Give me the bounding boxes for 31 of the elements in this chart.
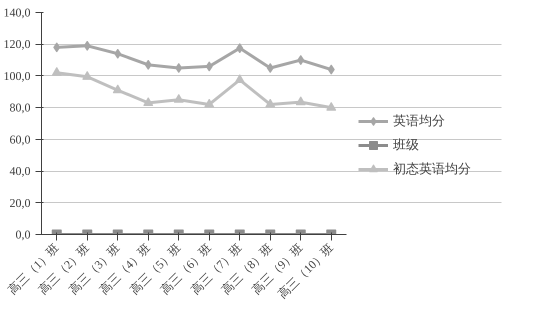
legend-label: 班级 (393, 136, 419, 154)
point (53, 42, 60, 52)
point (143, 97, 154, 106)
point (204, 98, 214, 108)
point (297, 55, 304, 66)
point (144, 60, 152, 70)
point (296, 96, 306, 106)
point (52, 67, 62, 76)
point (328, 64, 335, 75)
legend-label: 英语均分 (393, 112, 445, 130)
point (82, 71, 92, 80)
y-tick-label: 60,0 (10, 132, 30, 146)
point (112, 84, 123, 94)
y-tick-label: 20,0 (10, 196, 30, 210)
point (266, 63, 274, 73)
point (174, 94, 184, 103)
point (84, 40, 91, 51)
point (175, 63, 182, 73)
point (114, 48, 122, 59)
y-tick-label: 120,0 (4, 37, 30, 52)
y-tick-label: 40,0 (10, 164, 30, 178)
legend-label: 初态英语均分 (393, 160, 471, 178)
y-tick-label: 140,0 (4, 6, 30, 20)
point (206, 61, 213, 72)
point (326, 102, 336, 111)
y-tick-label: 0,0 (16, 228, 30, 242)
y-tick-label: 80,0 (10, 100, 30, 115)
point (236, 43, 244, 54)
point (234, 74, 245, 83)
point (265, 98, 276, 108)
y-tick-label: 100,0 (4, 68, 30, 83)
